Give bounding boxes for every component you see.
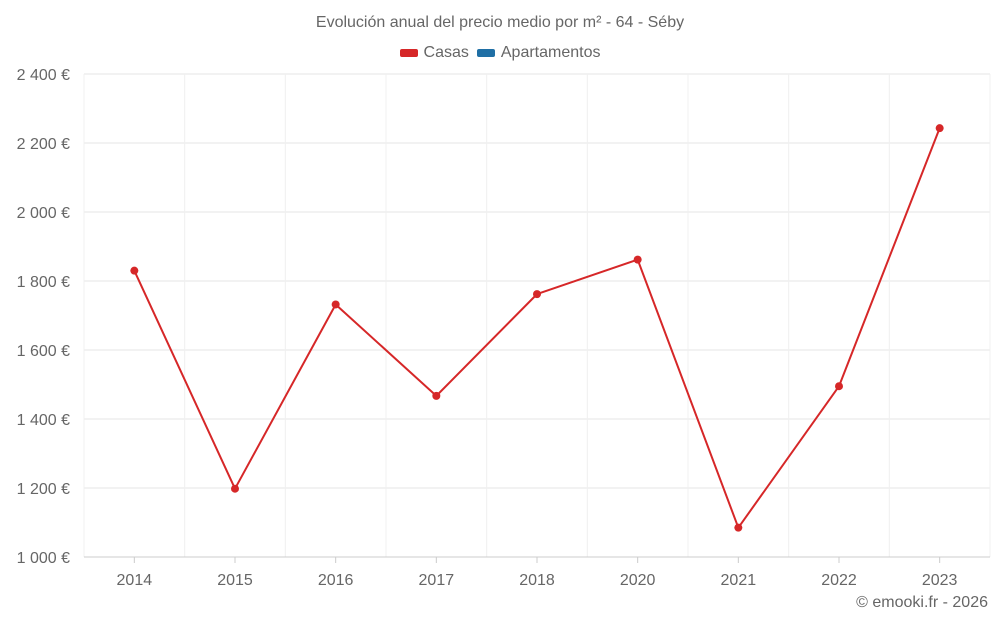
axes: 1 000 € 1 200 € 1 400 € 1 600 € 1 800 € 2 000… (17, 67, 990, 589)
grid-lines (83, 73, 991, 558)
y-tick-label: 1 200 € (17, 481, 70, 498)
credit-text: © emooki.fr - 2026 (856, 594, 988, 611)
series-line-casas (133, 127, 941, 529)
y-tick-label: 1 800 € (17, 274, 70, 291)
data-point (835, 382, 843, 391)
data-point (432, 391, 441, 400)
data-point (130, 266, 139, 275)
data-point (331, 300, 340, 309)
y-tick-label: 1 600 € (17, 343, 70, 360)
legend-label-apartamentos: Apartamentos (500, 44, 601, 61)
legend-item-casas[interactable]: Casas (399, 44, 469, 62)
x-tick-label: 2023 (922, 572, 958, 589)
chart-title: Evolución anual del precio medio por m² … (315, 14, 685, 31)
data-point (533, 290, 541, 299)
x-tick-label: 2017 (419, 572, 455, 589)
y-tick-label: 2 200 € (17, 136, 70, 153)
x-tick-label: 2016 (318, 572, 354, 589)
legend-swatch-casas (399, 49, 418, 57)
legend-swatch-apartamentos (476, 49, 495, 57)
x-tick-label: 2014 (117, 572, 153, 589)
data-point (231, 484, 239, 493)
x-tick-label: 2021 (721, 572, 757, 589)
legend-label-casas: Casas (423, 44, 469, 61)
x-tick-label: 2020 (620, 572, 656, 589)
data-point (734, 523, 743, 532)
data-points (130, 124, 944, 532)
x-tick-label: 2018 (519, 572, 555, 589)
y-tick-label: 2 400 € (17, 67, 70, 84)
legend: Casas Apartamentos (0, 44, 1000, 62)
y-tick-label: 1 000 € (17, 550, 70, 567)
legend-item-apartamentos[interactable]: Apartamentos (476, 44, 601, 62)
y-tick-label: 1 400 € (17, 412, 70, 429)
data-point (633, 255, 642, 264)
x-tick-label: 2015 (217, 572, 253, 589)
series-lines (133, 127, 941, 529)
x-tick-label: 2022 (821, 572, 857, 589)
data-point (935, 124, 944, 133)
y-tick-label: 2 000 € (17, 205, 70, 222)
